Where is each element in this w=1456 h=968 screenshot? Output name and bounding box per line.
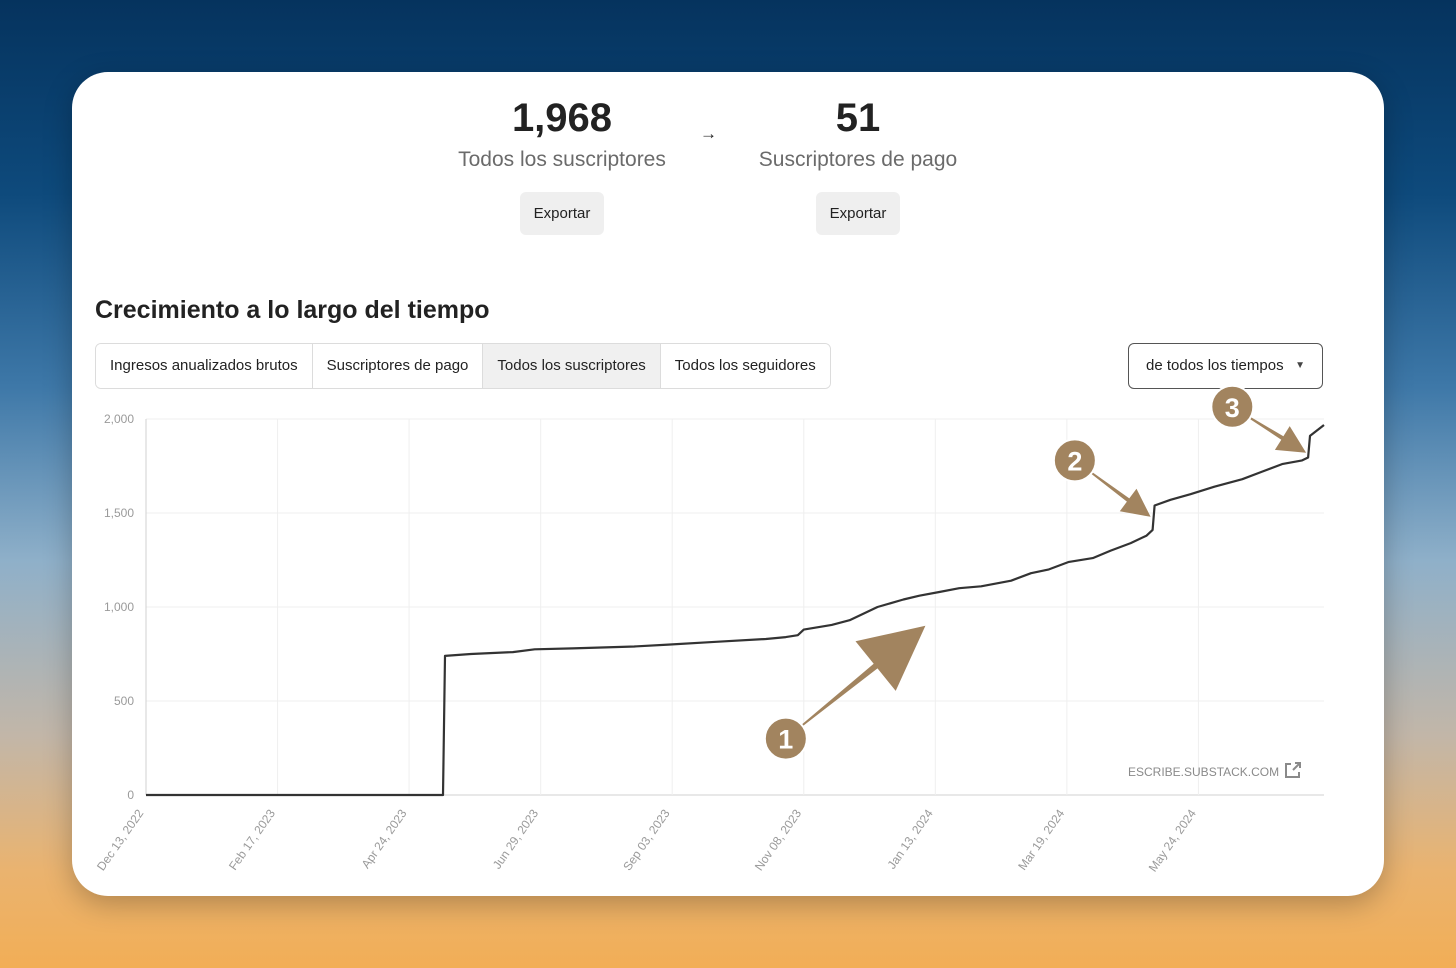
stat-paid-subscribers: 51 Suscriptores de pago Exportar (698, 94, 1018, 235)
y-tick-label: 2,000 (104, 412, 134, 426)
time-range-value: de todos los tiempos (1146, 357, 1284, 374)
substack-link[interactable]: ESCRIBE.SUBSTACK.COM (1128, 760, 1303, 780)
y-tick-label: 0 (127, 788, 134, 802)
tab-all-followers[interactable]: Todos los seguidores (660, 344, 830, 388)
paid-subscribers-count: 51 (835, 96, 881, 140)
analytics-card: 1,968 Todos los suscriptores Exportar → … (72, 72, 1384, 896)
subscriber-growth-chart: 0 500 1,000 1,500 2,000 Dec 13, 2022 Feb 17, 2… (94, 384, 1325, 874)
annotation-arrow (1074, 460, 1151, 517)
stat-all-subscribers: 1,968 Todos los suscriptores Exportar (402, 94, 722, 235)
y-tick-label: 500 (114, 694, 134, 708)
x-tick-label: Apr 24, 2023 (359, 806, 410, 871)
x-tick-label: Jun 29, 2023 (490, 806, 541, 871)
chart-annotations: 1 2 3 (763, 384, 1307, 761)
annotation-arrow (785, 625, 926, 739)
metric-tabs: Ingresos anualizados brutos Suscriptores… (95, 343, 831, 389)
tab-all-subscribers[interactable]: Todos los suscriptores (483, 344, 661, 388)
paid-subscribers-label: Suscriptores de pago (758, 148, 958, 171)
y-tick-label: 1,500 (104, 506, 134, 520)
chart-series (146, 424, 1325, 797)
arrow-right-icon: → (700, 124, 717, 143)
x-tick-label: Mar 19, 2024 (1015, 806, 1067, 872)
x-tick-label: Nov 08, 2023 (752, 806, 805, 873)
chart-axes: 0 500 1,000 1,500 2,000 Dec 13, 2022 Feb 17, 2… (94, 412, 1199, 874)
x-tick-label: May 24, 2024 (1146, 806, 1199, 874)
all-subscribers-label: Todos los suscriptores (458, 148, 666, 171)
annotation-marker (1210, 384, 1255, 429)
external-link-icon (1285, 762, 1302, 778)
caret-down-icon: ▼ (1295, 360, 1305, 371)
x-tick-label: Feb 17, 2023 (226, 806, 278, 872)
annotation-label: 2 (1067, 446, 1082, 476)
tab-gross-annualized-revenue[interactable]: Ingresos anualizados brutos (96, 344, 313, 388)
annotation-marker (1052, 438, 1097, 483)
export-all-subscribers-button[interactable]: Exportar (519, 192, 605, 235)
x-tick-label: Jan 13, 2024 (884, 806, 935, 871)
watermark-label: ESCRIBE.SUBSTACK.COM (1128, 765, 1280, 779)
export-paid-subscribers-button[interactable]: Exportar (815, 192, 901, 235)
all-subscribers-count: 1,968 (511, 96, 613, 140)
x-tick-label: Dec 13, 2022 (94, 806, 147, 873)
tab-paid-subscribers[interactable]: Suscriptores de pago (312, 344, 484, 388)
chart-grid (145, 418, 1324, 796)
series-line (146, 424, 1325, 797)
x-tick-label: Sep 03, 2023 (620, 806, 673, 873)
y-tick-label: 1,000 (104, 600, 134, 614)
section-title: Crecimiento a lo largo del tiempo (95, 296, 490, 324)
annotation-label: 1 (778, 725, 793, 755)
annotation-label: 3 (1225, 393, 1240, 423)
annotation-marker (763, 716, 808, 761)
